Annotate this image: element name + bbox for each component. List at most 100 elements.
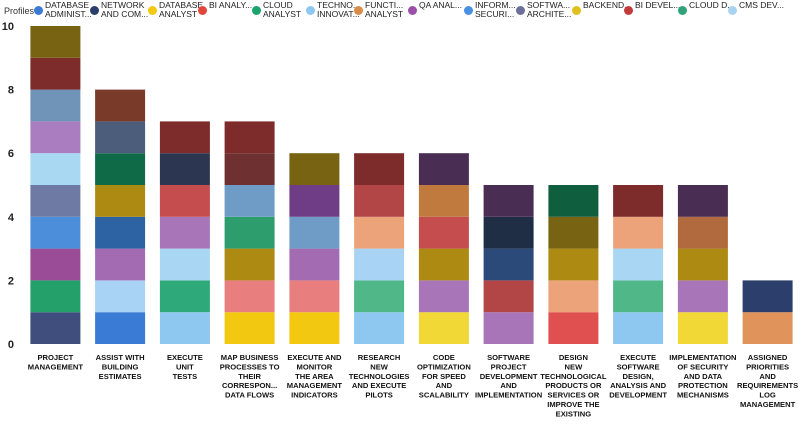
legend-label: TECHNO... INNOVAT... — [317, 0, 360, 19]
bar-segment — [224, 312, 275, 344]
x-tick-label: MAP BUSINESS PROCESSES TO THEIR CORRESPON..… — [220, 353, 280, 400]
bar-segment — [483, 248, 534, 281]
bar-segment — [418, 312, 469, 344]
legend-label: CLOUD ANALYST — [263, 0, 302, 19]
bar-segment — [224, 121, 275, 154]
bar-segment — [289, 280, 340, 313]
bar-segment — [224, 153, 275, 185]
x-tick-label: RESEARCH NEW TECHNOLOGIES AND EXECUTE PILOTS — [349, 353, 410, 400]
legend-swatch — [34, 6, 43, 15]
bar-segment — [30, 185, 81, 217]
legend-swatch — [464, 6, 473, 15]
bar-segment — [30, 216, 81, 249]
bar-segment — [30, 280, 81, 313]
legend-swatch — [572, 6, 581, 15]
bar-segment — [613, 312, 664, 344]
legend-swatch — [306, 6, 315, 15]
bar-segment — [159, 280, 210, 313]
bar-segment — [418, 280, 469, 313]
bar-segment — [30, 89, 81, 122]
bar-segment — [224, 248, 275, 281]
bar-segment — [289, 216, 340, 249]
legend-swatch — [516, 6, 525, 15]
x-tick-label: SOFTWARE PROJECT DEVELOPMENT AND IMPLEMENTAT… — [475, 353, 542, 400]
bar-segment — [95, 185, 146, 217]
legend-label: FUNCTI... ANALYST — [365, 0, 404, 19]
bar-segment — [95, 312, 146, 344]
bar-segment — [483, 185, 534, 217]
legend-swatch — [252, 6, 261, 15]
y-tick-label: 0 — [8, 339, 14, 351]
bar-segment — [95, 216, 146, 249]
bar-segment — [354, 153, 405, 185]
x-tick-label: EXECUTE AND MONITOR THE AREA MANAGEMENT INDI… — [287, 353, 343, 400]
bar-segment — [289, 185, 340, 217]
bar-segment — [30, 312, 81, 344]
bar-segment — [548, 312, 599, 344]
bar-segment — [95, 248, 146, 281]
legend-label: SOFTWA... ARCHITE... — [527, 0, 572, 19]
x-tick-label: EXECUTE UNIT TESTS — [167, 353, 203, 381]
bar-segment — [354, 312, 405, 344]
y-tick-label: 2 — [8, 275, 14, 287]
bar-segment — [159, 216, 210, 249]
bar-segment — [483, 280, 534, 313]
bar-segment — [224, 280, 275, 313]
legend-label: DATABASE ADMINIST... — [45, 0, 92, 19]
bar-segment — [483, 312, 534, 344]
bar-segment — [30, 248, 81, 281]
x-tick-label: PROJECT MANAGEMENT — [28, 353, 84, 371]
bar-segment — [159, 153, 210, 185]
y-tick-label: 8 — [8, 85, 14, 97]
bar-segment — [95, 153, 146, 185]
bar-segment — [289, 312, 340, 344]
bar-segment — [30, 121, 81, 154]
x-tick-label: ASSIGNED PRIORITIES AND REQUIREMENTS LOG MANA… — [737, 353, 798, 409]
bar-segment — [677, 312, 728, 344]
legend-swatch — [90, 6, 99, 15]
legend-label: CMS DEV... — [739, 0, 785, 10]
bar-segment — [742, 280, 793, 313]
bar-segment — [677, 216, 728, 249]
bar-segment — [548, 185, 599, 217]
bar-segment — [354, 216, 405, 249]
legend-label: CLOUD D... — [689, 0, 735, 10]
bar-segment — [354, 185, 405, 217]
bar-segment — [224, 216, 275, 249]
bar-segment — [613, 216, 664, 249]
bar-segment — [354, 280, 405, 313]
legend-swatch — [354, 6, 363, 15]
bar-segment — [548, 248, 599, 281]
legend-label: QA ANAL... — [419, 0, 462, 10]
bar-segment — [613, 280, 664, 313]
x-tick-label: ASSIST WITH BUILDING ESTIMATES — [96, 353, 145, 381]
y-tick-label: 10 — [2, 21, 14, 33]
bar-segment — [95, 89, 146, 122]
bar-segment — [548, 280, 599, 313]
legend-title: Profiles — [4, 6, 35, 16]
legend-label: BI DEVEL... — [635, 0, 681, 10]
bar-segment — [677, 280, 728, 313]
bar-segment — [548, 216, 599, 249]
bar-segment — [418, 185, 469, 217]
bar-segment — [354, 248, 405, 281]
bar-segment — [418, 216, 469, 249]
legend-label: DATABASE ANALYST — [159, 0, 204, 19]
legend-swatch — [678, 6, 687, 15]
bar-segment — [159, 185, 210, 217]
legend-swatch — [624, 6, 633, 15]
bar-segment — [159, 121, 210, 154]
bar-segment — [677, 185, 728, 217]
bar-segment — [30, 26, 81, 58]
legend-swatch — [198, 6, 207, 15]
legend-label: BI ANALY... — [209, 0, 253, 10]
bar-segment — [418, 153, 469, 185]
bar-segment — [224, 185, 275, 217]
bar-segment — [483, 216, 534, 249]
bar-segment — [95, 121, 146, 154]
bar-segment — [159, 312, 210, 344]
legend-label: INFORM... SECURI... — [475, 0, 516, 19]
x-tick-label: DESIGN NEW TECHNOLOGICAL PRODUCTS OR SERVICE… — [540, 353, 607, 418]
legend-swatch — [148, 6, 157, 15]
